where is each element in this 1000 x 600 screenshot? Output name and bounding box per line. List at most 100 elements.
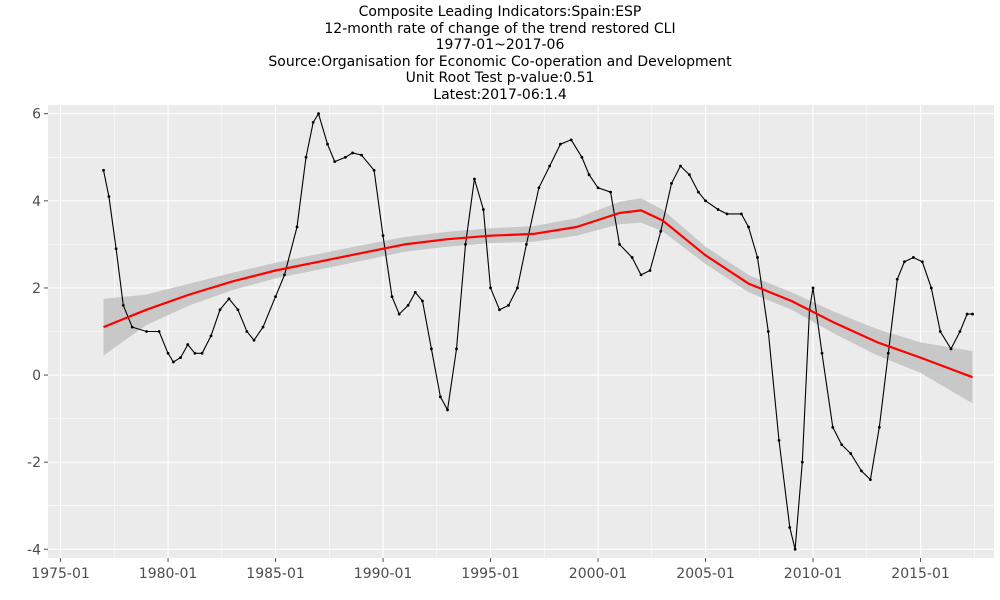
x-tick-label: 1975-01 xyxy=(31,566,90,582)
x-tick-label: 2010-01 xyxy=(784,566,843,582)
series-point xyxy=(464,242,467,246)
series-point xyxy=(938,330,942,333)
series-point xyxy=(596,186,600,190)
series-point xyxy=(648,269,652,272)
series-point xyxy=(381,234,385,238)
series-point xyxy=(455,347,458,351)
series-point xyxy=(716,208,720,211)
series-point xyxy=(840,443,844,447)
series-point xyxy=(793,547,797,551)
series-point xyxy=(670,182,673,185)
series-point xyxy=(481,208,485,211)
x-tick-label: 1985-01 xyxy=(246,566,305,582)
series-point xyxy=(639,273,643,277)
series-point xyxy=(333,160,337,164)
series-point xyxy=(725,212,729,216)
series-point xyxy=(317,112,320,116)
series-point xyxy=(179,356,182,360)
series-point xyxy=(326,142,329,146)
x-tick-label: 1995-01 xyxy=(461,566,520,582)
series-point xyxy=(756,256,759,259)
series-point xyxy=(704,199,707,203)
series-point xyxy=(630,256,634,259)
title-line-3: 1977-01~2017-06 xyxy=(435,37,565,53)
title-line-6: Latest:2017-06:1.4 xyxy=(433,86,567,103)
series-point xyxy=(886,351,890,355)
series-point xyxy=(911,256,915,259)
series-point xyxy=(413,290,417,294)
series-point xyxy=(438,395,442,399)
series-point xyxy=(130,325,134,329)
series-point xyxy=(516,286,519,290)
series-point xyxy=(209,334,213,338)
series-point xyxy=(283,273,286,277)
series-point xyxy=(102,168,105,172)
series-point xyxy=(360,153,363,157)
series-point xyxy=(548,164,552,168)
series-point xyxy=(587,173,591,177)
series-point xyxy=(747,225,750,229)
series-point xyxy=(107,195,111,198)
series-point xyxy=(390,295,394,299)
series-point xyxy=(446,408,449,412)
title-line-2: 12-month rate of change of the trend res… xyxy=(324,20,676,37)
series-point xyxy=(800,460,804,464)
series-point xyxy=(406,303,410,307)
series-point xyxy=(261,325,265,329)
title-line-4: Source:Organisation for Economic Co-oper… xyxy=(268,53,732,70)
y-tick-label: -2 xyxy=(27,455,41,471)
series-point xyxy=(200,351,204,355)
series-point xyxy=(659,229,663,233)
series-point xyxy=(766,330,770,333)
series-point xyxy=(227,297,231,301)
series-point xyxy=(811,286,815,290)
y-tick-label: 2 xyxy=(32,281,41,297)
series-point xyxy=(304,155,308,159)
series-point xyxy=(965,312,969,316)
series-point xyxy=(498,308,501,312)
series-point xyxy=(949,347,953,351)
series-point xyxy=(971,312,974,316)
smooth-line xyxy=(103,209,973,379)
series-point xyxy=(236,308,240,312)
series-line xyxy=(102,112,973,550)
series-point xyxy=(537,186,541,190)
x-tick-label: 2005-01 xyxy=(676,566,735,582)
series-point xyxy=(218,308,222,312)
series-point xyxy=(421,299,424,303)
y-tick-label: 6 xyxy=(32,107,41,123)
series-point xyxy=(895,277,899,281)
series-point xyxy=(739,212,743,216)
series-point xyxy=(860,469,863,473)
series-point xyxy=(274,295,277,299)
series-point xyxy=(245,330,249,333)
chart-title: Composite Leading Indicators:Spain:ESP 1… xyxy=(0,4,1000,103)
x-tick-label: 1980-01 xyxy=(139,566,198,582)
series-point xyxy=(193,351,197,355)
series-point xyxy=(679,164,682,168)
x-tick-label: 1990-01 xyxy=(354,566,413,582)
series-point xyxy=(903,260,906,264)
y-tick-label: 0 xyxy=(32,368,41,384)
title-line-1: Composite Leading Indicators:Spain:ESP xyxy=(358,4,642,20)
series-point xyxy=(877,425,881,429)
series-point xyxy=(569,138,573,142)
series-point xyxy=(820,351,824,355)
series-point xyxy=(344,155,347,159)
series-point xyxy=(920,260,924,264)
series-point xyxy=(397,312,401,316)
title-line-5: Unit Root Test p-value:0.51 xyxy=(405,70,595,86)
y-tick-label: -4 xyxy=(27,542,41,558)
series-point xyxy=(311,121,315,124)
series-point xyxy=(351,151,354,155)
confidence-band xyxy=(103,198,973,404)
series-point xyxy=(430,347,433,351)
series-point xyxy=(489,286,492,290)
series-point xyxy=(524,242,528,246)
series-point xyxy=(186,343,190,346)
series-point xyxy=(295,225,299,229)
series-point xyxy=(831,425,835,429)
series-point xyxy=(777,438,781,442)
